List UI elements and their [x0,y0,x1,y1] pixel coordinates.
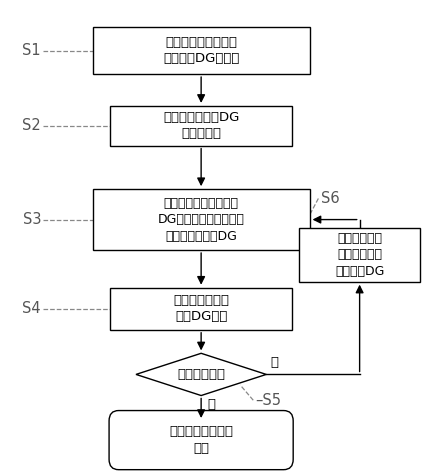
Text: –S5: –S5 [255,393,281,408]
Text: 是否功率超额: 是否功率超额 [177,368,225,381]
FancyBboxPatch shape [110,287,292,330]
Text: 上传功率超额
信息，选取下
一优先级DG: 上传功率超额 信息，选取下 一优先级DG [335,232,384,278]
Polygon shape [136,354,266,396]
Text: S2: S2 [22,118,41,133]
Text: S1: S1 [22,43,41,58]
Text: 是: 是 [271,356,279,369]
Text: 达到区域控制目标
结束: 达到区域控制目标 结束 [169,425,233,455]
Text: S3: S3 [23,212,41,227]
FancyBboxPatch shape [110,106,292,146]
Text: 源网协调控制器获取
并上传各DG状态量: 源网协调控制器获取 并上传各DG状态量 [163,36,239,66]
Text: S6: S6 [321,191,339,206]
Text: 控制间歇式能源DG
满出力运行: 控制间歇式能源DG 满出力运行 [163,111,239,141]
FancyBboxPatch shape [299,228,420,282]
FancyBboxPatch shape [93,27,310,74]
Text: 区域协调控制器计算各
DG调度功率并下达给当
前优先级最高的DG: 区域协调控制器计算各 DG调度功率并下达给当 前优先级最高的DG [158,196,245,243]
Text: 源网协调控制器
控制DG运行: 源网协调控制器 控制DG运行 [173,294,229,323]
FancyBboxPatch shape [93,189,310,250]
FancyBboxPatch shape [109,411,293,470]
Text: S4: S4 [22,301,41,316]
Text: 否: 否 [208,398,215,411]
